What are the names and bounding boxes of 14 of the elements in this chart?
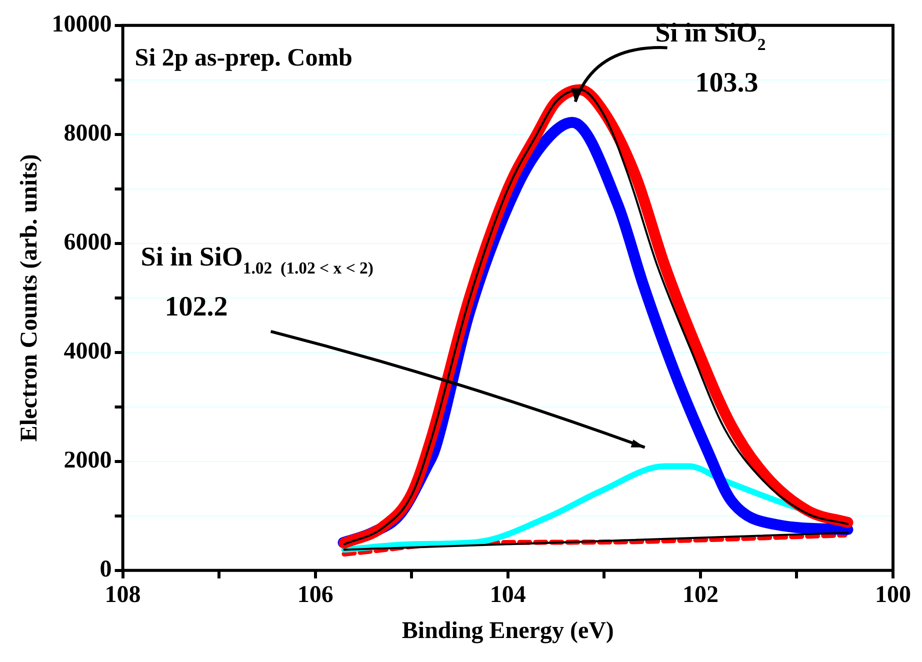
x-axis-title: Binding Energy (eV): [402, 618, 614, 644]
y-tick-label: 6000: [64, 230, 112, 256]
x-tick-label: 104: [490, 582, 526, 608]
y-tick-label: 10000: [52, 12, 112, 38]
y-tick-label: 2000: [64, 448, 112, 474]
y-axis-title: Electron Counts (arb. units): [16, 154, 43, 442]
y-tick-label: 4000: [64, 338, 112, 365]
annotation: Si 2p as-prep. Comb: [134, 44, 352, 72]
x-tick-label: 106: [297, 582, 334, 608]
x-tick-label: 100: [875, 582, 911, 608]
y-tick-label: 0: [100, 556, 112, 583]
x-tick-label: 102: [682, 582, 718, 608]
x-tick-label: 108: [104, 582, 141, 608]
y-tick-label: 8000: [64, 120, 112, 147]
